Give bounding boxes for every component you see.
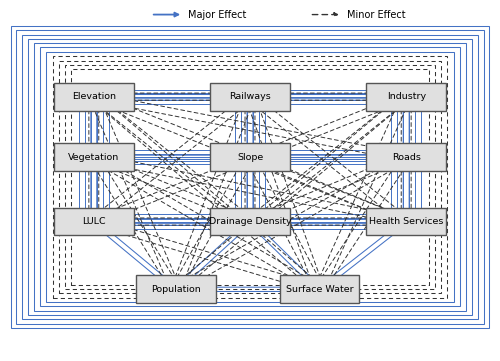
FancyBboxPatch shape bbox=[366, 83, 446, 110]
FancyBboxPatch shape bbox=[54, 208, 134, 235]
FancyBboxPatch shape bbox=[366, 208, 446, 235]
Text: LULC: LULC bbox=[82, 217, 106, 226]
Text: Elevation: Elevation bbox=[72, 92, 116, 101]
Text: Major Effect: Major Effect bbox=[188, 10, 246, 19]
FancyBboxPatch shape bbox=[210, 208, 290, 235]
Bar bbox=[16, 30, 483, 323]
Text: Vegetation: Vegetation bbox=[68, 153, 120, 162]
FancyBboxPatch shape bbox=[136, 275, 216, 303]
FancyBboxPatch shape bbox=[210, 143, 290, 171]
Bar bbox=[22, 35, 477, 319]
Text: Railways: Railways bbox=[229, 92, 271, 101]
FancyBboxPatch shape bbox=[210, 83, 290, 110]
FancyBboxPatch shape bbox=[54, 83, 134, 110]
Bar bbox=[70, 69, 430, 285]
Bar bbox=[46, 52, 454, 302]
Text: Industry: Industry bbox=[386, 92, 426, 101]
Text: Population: Population bbox=[151, 285, 200, 294]
Bar bbox=[28, 39, 471, 315]
Bar bbox=[64, 65, 436, 289]
Bar bbox=[52, 56, 448, 297]
FancyBboxPatch shape bbox=[54, 143, 134, 171]
Text: Surface Water: Surface Water bbox=[286, 285, 353, 294]
Text: Slope: Slope bbox=[237, 153, 263, 162]
Bar bbox=[10, 26, 490, 328]
Bar bbox=[58, 61, 442, 293]
Text: Drainage Density: Drainage Density bbox=[208, 217, 292, 226]
Text: Minor Effect: Minor Effect bbox=[346, 10, 406, 19]
Text: Health Services: Health Services bbox=[369, 217, 444, 226]
FancyBboxPatch shape bbox=[366, 143, 446, 171]
Bar bbox=[34, 43, 466, 311]
FancyBboxPatch shape bbox=[280, 275, 359, 303]
Text: Roads: Roads bbox=[392, 153, 420, 162]
Bar bbox=[40, 47, 460, 306]
